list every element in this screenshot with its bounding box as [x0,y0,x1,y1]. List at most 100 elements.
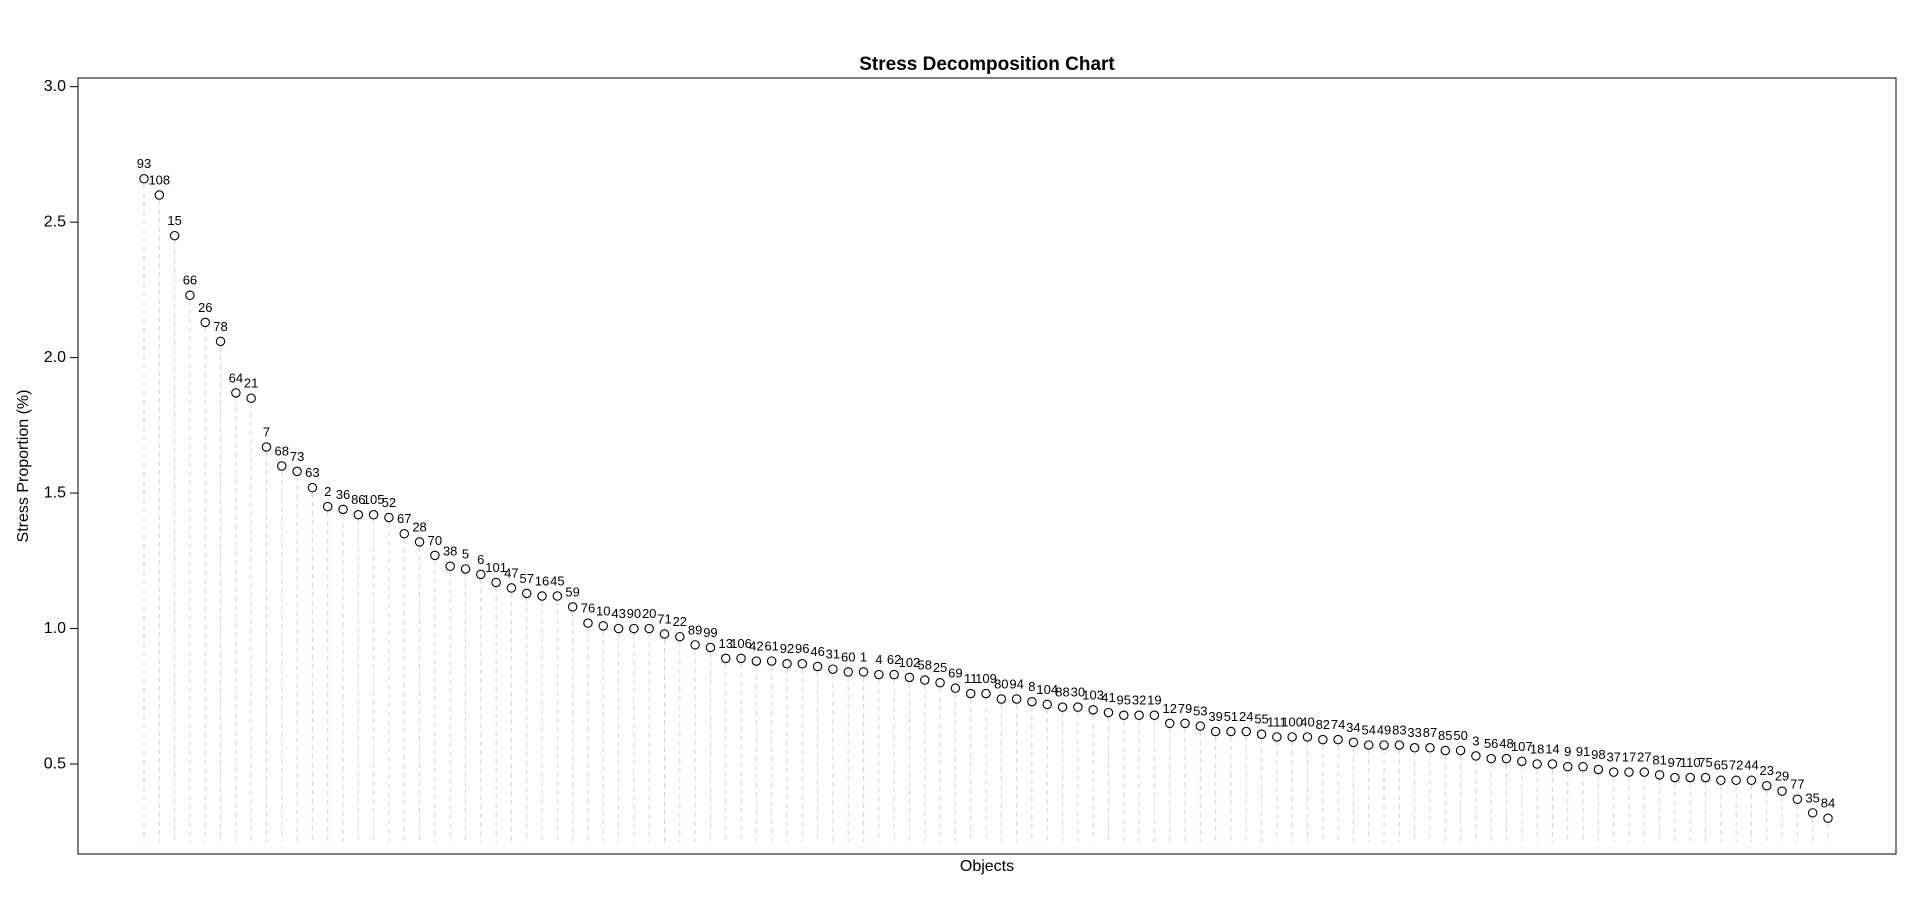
point [567,602,578,612]
point-label: 41 [1101,690,1115,705]
point-label: 85 [1438,728,1452,743]
point-label: 2 [324,484,331,499]
point-label: 56 [1484,736,1498,751]
point-label: 104 [1036,682,1058,697]
point [1333,734,1343,745]
point [139,174,149,184]
point-label: 92 [780,641,794,656]
point-label: 49 [1377,723,1391,738]
point [782,659,792,669]
point-label: 109 [975,671,997,686]
point-label: 34 [1346,720,1360,735]
point-label: 87 [1423,725,1437,740]
point [1394,740,1405,750]
point-label: 65 [1714,758,1728,773]
point [169,230,180,241]
point [1517,756,1527,767]
point [1731,775,1741,786]
point-label: 46 [810,644,824,659]
point [1027,696,1037,707]
point-label: 7 [263,424,270,439]
point [1823,813,1833,823]
point [1379,740,1389,750]
point [1073,702,1083,712]
point [690,640,700,650]
point [675,631,685,642]
point-label: 32 [1132,693,1146,708]
point-label: 62 [887,652,901,667]
point-label: 93 [137,156,151,171]
point-label: 91 [1576,744,1590,759]
point [322,501,333,512]
point [353,510,364,520]
y-tick-label: 2.0 [44,349,66,366]
point [537,591,547,601]
point [1011,694,1022,704]
point-label: 25 [933,660,947,675]
point-label: 86 [351,492,365,507]
point [1654,770,1665,780]
point-label: 8 [1028,679,1035,694]
point-label: 81 [1652,752,1666,767]
point [613,623,624,634]
point [185,290,195,301]
point-label: 57 [519,571,533,586]
point [476,569,486,580]
point [1363,740,1374,750]
point [1562,762,1573,772]
point [154,190,165,200]
point-label: 27 [1637,750,1651,765]
point [598,621,609,631]
point [338,504,348,515]
point [720,653,731,664]
point-label: 44 [1744,758,1758,773]
point-label: 55 [1254,712,1268,727]
point-label: 9 [1564,744,1571,759]
point [736,653,746,664]
x-axis-title: Objects [960,858,1014,875]
point [521,588,532,599]
point [996,694,1007,704]
point [629,623,639,634]
point [215,336,226,347]
point-label: 28 [412,519,426,534]
point [1318,734,1328,745]
point [904,672,915,683]
y-tick-label: 2.5 [44,213,66,230]
point-label: 26 [198,300,212,315]
point [843,667,853,677]
point [430,550,440,561]
point-label: 47 [504,565,518,580]
point [1762,780,1772,791]
point-label: 24 [1239,709,1253,724]
point-label: 22 [673,614,687,629]
point [1302,732,1313,742]
point-label: 98 [1591,747,1605,762]
point-label: 52 [382,495,396,510]
point [552,591,563,601]
point-label: 54 [1361,723,1375,738]
point-label: 64 [229,370,243,385]
point [1685,772,1695,783]
point [889,669,899,680]
point [1593,764,1604,775]
point [659,629,670,639]
point [261,442,272,452]
point [1532,759,1542,769]
point-label: 108 [148,172,170,187]
plot-frame [77,77,1897,855]
point [1608,767,1619,777]
point-label: 73 [290,449,304,464]
point [1670,772,1680,783]
point [766,656,777,666]
point-label: 80 [994,676,1008,691]
point-label: 61 [764,639,778,654]
point-label: 63 [305,465,319,480]
point-label: 69 [948,666,962,681]
point [981,688,991,699]
point-label: 107 [1511,739,1533,754]
point [1792,794,1803,805]
point-label: 5 [462,546,469,561]
point-label: 67 [397,511,411,526]
y-tick-label: 1.5 [44,484,66,501]
